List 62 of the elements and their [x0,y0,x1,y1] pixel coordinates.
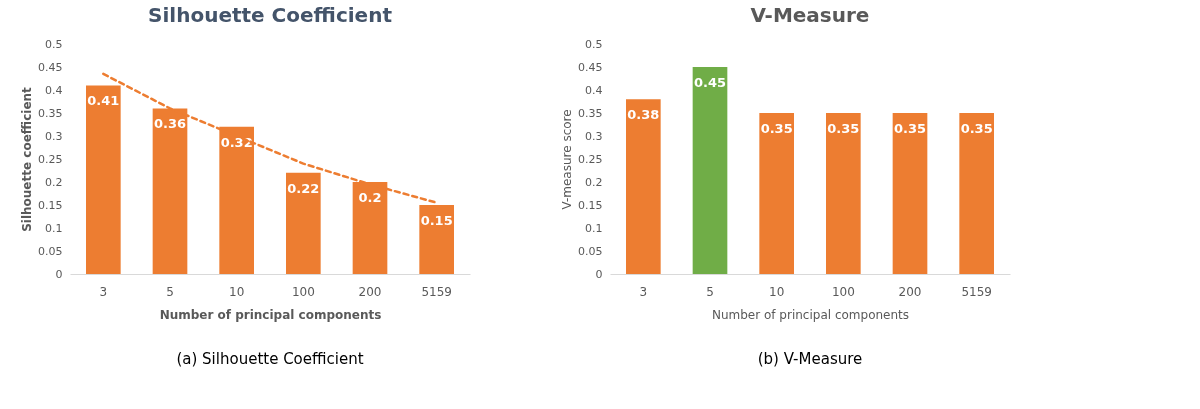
y-tick-label: 0.25 [38,152,63,166]
y-tick-label: 0.5 [585,37,603,51]
x-axis-title: Number of principal components [159,307,382,322]
data-label: 0.15 [420,213,453,228]
y-tick-label: 0.4 [585,83,603,97]
x-axis-title: Number of principal components [711,307,910,322]
data-label: 0.35 [960,121,993,136]
bar [286,172,321,274]
x-tick-label: 5159 [961,284,992,299]
y-tick-label: 0.2 [45,175,63,189]
y-tick-label: 0.1 [585,221,603,235]
x-tick-label: 10 [769,284,785,299]
y-tick-label: 0 [55,267,63,281]
y-tick-label: 0.05 [578,244,603,258]
data-label: 0.35 [760,121,793,136]
bar [692,67,728,274]
y-tick-label: 0.15 [38,198,63,212]
y-tick-label: 0.2 [585,175,603,189]
y-tick-label: 0.5 [45,37,63,51]
bar [892,113,928,274]
y-axis-title: Silhouette coefficient [20,86,35,232]
x-tick-label: 3 [99,284,108,299]
data-label: 0.2 [358,190,382,205]
y-tick-label: 0.1 [45,221,63,235]
text: (b) V-Measure [757,350,863,368]
bar [759,113,794,274]
bar [959,113,994,274]
x-tick-label: 200 [358,284,382,299]
x-tick-label: 5 [166,284,174,299]
y-tick-label: 0.35 [578,106,603,120]
x-tick-label: 200 [898,284,922,299]
data-label: 0.35 [827,121,860,136]
chart-title: V-Measure [750,3,870,27]
y-tick-label: 0 [595,267,603,281]
chart-title: Silhouette Coefficient [148,3,393,27]
y-axis-title: V-measure score [560,109,575,210]
data-label: 0.38 [627,107,660,123]
bar [419,205,454,274]
text: (a) Silhouette Coefficient [176,350,364,368]
x-tick-label: 5159 [421,284,452,299]
y-tick-label: 0.45 [578,60,603,74]
data-label: 0.41 [87,93,120,109]
data-label: 0.45 [693,75,727,90]
y-tick-label: 0.4 [45,83,63,97]
y-tick-label: 0.15 [578,198,603,212]
data-label: 0.22 [287,180,320,196]
x-tick-label: 100 [831,284,855,299]
y-tick-label: 0.05 [38,244,63,258]
y-tick-label: 0.25 [578,152,603,166]
x-tick-label: 3 [639,284,648,299]
x-tick-label: 100 [291,284,315,299]
y-tick-label: 0.45 [38,60,63,74]
x-tick-label: 10 [229,284,245,299]
data-label: 0.35 [893,121,927,136]
y-tick-label: 0.3 [585,129,603,143]
bar [826,113,861,274]
data-label: 0.32 [220,134,253,150]
data-label: 0.36 [153,116,187,132]
bar [626,99,661,274]
y-tick-label: 0.35 [38,106,63,120]
y-tick-label: 0.3 [45,129,63,143]
x-tick-label: 5 [706,284,714,299]
